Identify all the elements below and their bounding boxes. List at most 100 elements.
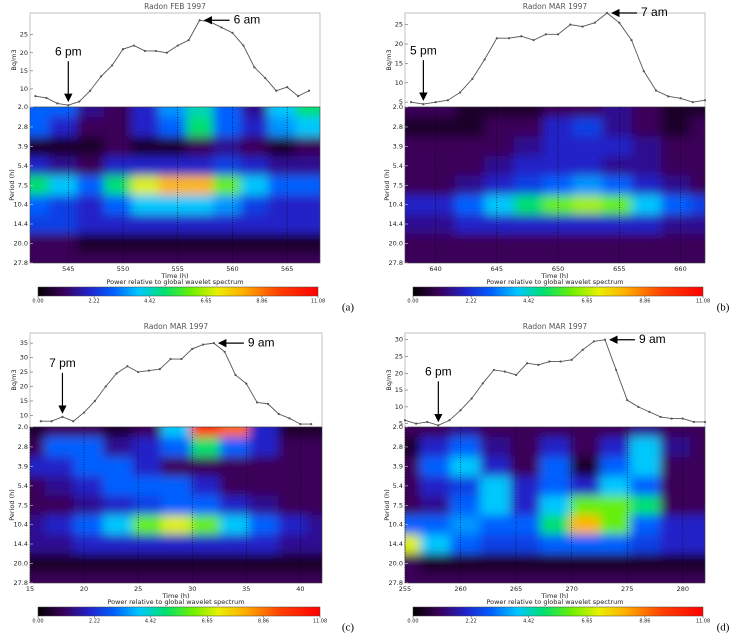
heat-cell <box>278 553 308 574</box>
heat-cell <box>73 427 104 438</box>
period-tick-label: 5.4 <box>18 162 28 170</box>
colorbar-tick-label: 4.42 <box>145 619 156 625</box>
heat-cell <box>540 553 571 574</box>
heat-cell <box>690 436 705 458</box>
data-point <box>570 358 573 361</box>
colorbar-tick-label: 6.65 <box>581 299 592 305</box>
heat-cell <box>450 495 481 516</box>
data-point <box>569 23 572 26</box>
heat-cell <box>484 214 515 235</box>
heat-cell <box>103 253 132 263</box>
data-point <box>198 19 201 22</box>
data-point <box>61 415 64 418</box>
data-point <box>110 64 114 67</box>
annotation: 6 pm <box>55 44 82 58</box>
y-tick-label: 20 <box>20 383 28 391</box>
heat-cell <box>49 175 78 196</box>
heat-cell <box>630 534 661 555</box>
heat-cell <box>307 515 322 535</box>
heat-cell <box>240 156 269 177</box>
data-point <box>299 423 302 426</box>
heat-cell <box>240 175 269 196</box>
heat-cell <box>660 116 691 138</box>
heat-cell <box>572 195 603 215</box>
heat-cell <box>540 456 571 477</box>
data-point <box>310 423 313 426</box>
heat-cell <box>30 436 46 458</box>
heat-cell <box>295 233 320 254</box>
heat-cell <box>570 427 601 438</box>
heat-cell <box>213 214 242 235</box>
data-point <box>448 419 451 422</box>
heat-cell <box>690 573 705 583</box>
heat-cell <box>540 476 571 497</box>
period-tick-label: 14.4 <box>14 220 28 228</box>
heat-cell <box>103 495 133 516</box>
heat-cell <box>219 427 250 438</box>
y-tick-label: 5 <box>399 98 403 106</box>
heat-cell <box>190 427 221 438</box>
heat-cell <box>185 175 214 196</box>
heat-cell <box>630 515 661 535</box>
heat-cell <box>690 534 705 555</box>
data-point <box>176 44 179 47</box>
heatmap-cells <box>405 427 705 583</box>
heat-cell <box>450 573 481 583</box>
heat-cell <box>660 436 691 458</box>
heat-cell <box>103 136 132 157</box>
y-tick-label: 10 <box>395 79 403 87</box>
heat-cell <box>572 116 603 138</box>
heat-cell <box>158 136 187 157</box>
heat-cell <box>103 436 133 458</box>
heat-cell <box>572 156 603 177</box>
data-point <box>615 368 618 372</box>
heat-cell <box>131 107 160 118</box>
heat-cell <box>49 116 78 138</box>
heat-cell <box>660 233 691 254</box>
heat-cell <box>132 534 162 555</box>
data-point <box>137 370 140 374</box>
heat-cell <box>44 553 75 574</box>
colorbar-label: Power relative to global wavelet spectru… <box>486 278 623 286</box>
heat-cell <box>161 495 192 516</box>
heat-cell <box>480 456 511 477</box>
annotation: 6 am <box>234 12 261 26</box>
period-tick-label: 5.4 <box>393 482 403 490</box>
period-tick-label: 2.8 <box>393 123 403 131</box>
heat-cell <box>73 495 104 516</box>
y-tick-label: 20 <box>395 369 403 377</box>
heat-cell <box>690 456 705 477</box>
data-point <box>495 37 498 40</box>
y-axis-label: Bq/m3 <box>385 49 393 70</box>
heat-cell <box>455 175 486 196</box>
period-tick-label: 2.8 <box>18 443 28 451</box>
colorbar-tick-label: 11.08 <box>696 299 710 305</box>
period-tick-label: 14.4 <box>389 540 403 548</box>
heat-cell <box>425 116 456 138</box>
x-tick-label: 15 <box>26 585 34 593</box>
heat-cell <box>268 116 296 138</box>
heat-cell <box>44 515 75 535</box>
heat-cell <box>49 107 78 118</box>
heat-cell <box>30 515 46 535</box>
heat-cell <box>185 136 214 157</box>
heat-cell <box>405 456 421 477</box>
heat-cell <box>103 233 132 254</box>
heat-cell <box>219 515 250 535</box>
y-tick-label: 35 <box>20 339 28 347</box>
period-tick-label: 20.0 <box>389 239 403 247</box>
period-tick-label: 27.8 <box>14 259 28 267</box>
x-tick-label: 565 <box>281 265 293 273</box>
panel-label: (b) <box>717 302 730 314</box>
heat-cell <box>543 136 574 157</box>
data-point <box>245 382 248 385</box>
heat-cell <box>660 573 691 583</box>
heat-cell <box>76 214 105 235</box>
data-point <box>82 411 86 414</box>
heat-cell <box>602 156 633 177</box>
heat-cell <box>543 175 574 196</box>
heat-cell <box>510 476 541 497</box>
heat-cell <box>30 175 50 196</box>
y-tick-label: 20 <box>395 40 403 48</box>
heat-cell <box>158 175 187 196</box>
